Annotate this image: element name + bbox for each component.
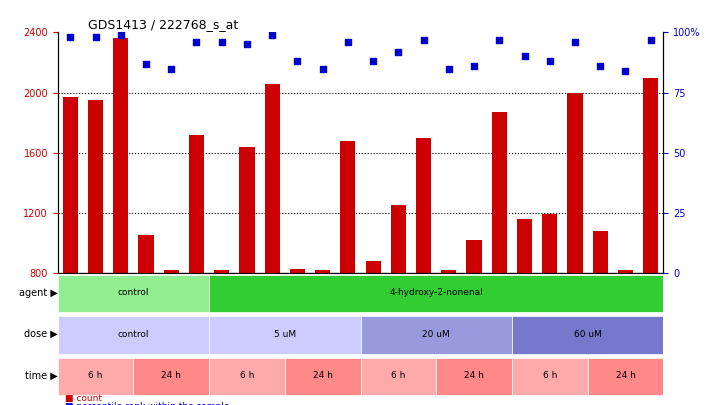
FancyBboxPatch shape — [58, 358, 133, 395]
Point — [544, 58, 556, 64]
Text: 6 h: 6 h — [543, 371, 557, 380]
Point — [166, 65, 177, 72]
Point — [443, 65, 455, 72]
Point — [115, 32, 127, 38]
Bar — [340, 141, 355, 273]
FancyBboxPatch shape — [58, 316, 209, 354]
Point — [342, 39, 354, 45]
Text: 6 h: 6 h — [89, 371, 102, 380]
Point — [393, 49, 404, 55]
Bar — [441, 270, 456, 273]
FancyBboxPatch shape — [588, 358, 663, 395]
Bar — [189, 135, 204, 273]
Bar — [164, 270, 179, 273]
Point — [645, 36, 657, 43]
Text: 4-hydroxy-2-nonenal: 4-hydroxy-2-nonenal — [389, 288, 483, 297]
Bar — [290, 269, 305, 273]
Bar — [567, 93, 583, 273]
Point — [368, 58, 379, 64]
FancyBboxPatch shape — [209, 358, 285, 395]
Bar — [88, 100, 103, 273]
FancyBboxPatch shape — [360, 316, 512, 354]
FancyBboxPatch shape — [209, 316, 360, 354]
Text: 20 uM: 20 uM — [423, 330, 450, 339]
Point — [89, 34, 101, 40]
Bar — [618, 270, 633, 273]
Point — [267, 32, 278, 38]
Text: 24 h: 24 h — [464, 371, 484, 380]
Bar — [265, 83, 280, 273]
Text: time ▶: time ▶ — [25, 371, 58, 380]
Text: agent ▶: agent ▶ — [19, 288, 58, 298]
Point — [469, 63, 480, 69]
Bar — [239, 147, 255, 273]
FancyBboxPatch shape — [58, 275, 209, 312]
Point — [519, 53, 531, 60]
Text: 6 h: 6 h — [392, 371, 405, 380]
Text: 24 h: 24 h — [616, 371, 635, 380]
Point — [190, 39, 202, 45]
Text: ■ percentile rank within the sample: ■ percentile rank within the sample — [65, 402, 229, 405]
Bar — [517, 219, 532, 273]
Text: 60 uM: 60 uM — [574, 330, 601, 339]
Point — [418, 36, 430, 43]
Point — [595, 63, 606, 69]
Bar — [542, 214, 557, 273]
Text: control: control — [118, 330, 149, 339]
Text: 24 h: 24 h — [313, 371, 332, 380]
Bar — [63, 97, 78, 273]
FancyBboxPatch shape — [512, 358, 588, 395]
Bar — [466, 240, 482, 273]
Bar — [214, 270, 229, 273]
Point — [216, 39, 228, 45]
Bar — [315, 270, 330, 273]
Point — [494, 36, 505, 43]
FancyBboxPatch shape — [209, 275, 663, 312]
Bar — [643, 77, 658, 273]
Text: ■ count: ■ count — [65, 394, 102, 403]
Point — [620, 68, 632, 74]
Text: 6 h: 6 h — [240, 371, 254, 380]
Point — [317, 65, 329, 72]
Bar — [416, 138, 431, 273]
Point — [140, 60, 152, 67]
Bar — [113, 38, 128, 273]
Bar — [391, 205, 406, 273]
Point — [241, 41, 253, 48]
Point — [291, 58, 304, 64]
Bar — [492, 112, 507, 273]
FancyBboxPatch shape — [360, 358, 436, 395]
Text: 24 h: 24 h — [162, 371, 181, 380]
Point — [570, 39, 581, 45]
FancyBboxPatch shape — [133, 358, 209, 395]
FancyBboxPatch shape — [512, 316, 663, 354]
Bar — [366, 261, 381, 273]
Text: dose ▶: dose ▶ — [24, 329, 58, 339]
Text: control: control — [118, 288, 149, 297]
Bar — [138, 235, 154, 273]
Text: GDS1413 / 222768_s_at: GDS1413 / 222768_s_at — [88, 18, 238, 31]
Point — [65, 34, 76, 40]
FancyBboxPatch shape — [436, 358, 512, 395]
FancyBboxPatch shape — [285, 358, 360, 395]
Text: 5 uM: 5 uM — [274, 330, 296, 339]
Bar — [593, 231, 608, 273]
